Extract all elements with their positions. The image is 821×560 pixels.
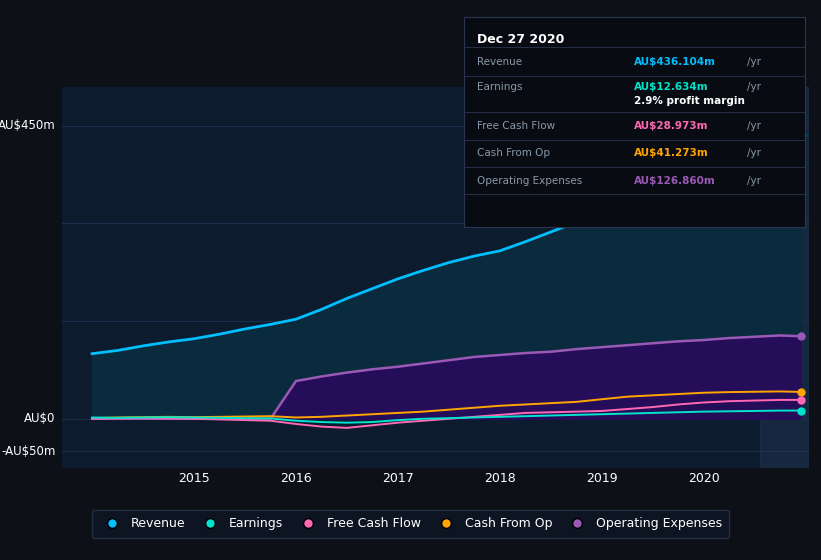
Text: Free Cash Flow: Free Cash Flow: [478, 121, 556, 131]
Legend: Revenue, Earnings, Free Cash Flow, Cash From Op, Operating Expenses: Revenue, Earnings, Free Cash Flow, Cash …: [92, 510, 729, 538]
Text: Cash From Op: Cash From Op: [478, 148, 551, 158]
Text: Operating Expenses: Operating Expenses: [478, 176, 583, 185]
Text: Revenue: Revenue: [478, 57, 523, 67]
Text: AU$28.973m: AU$28.973m: [635, 121, 709, 131]
Text: Dec 27 2020: Dec 27 2020: [478, 32, 565, 45]
Text: /yr: /yr: [746, 82, 761, 92]
Text: AU$41.273m: AU$41.273m: [635, 148, 709, 158]
Text: AU$450m: AU$450m: [0, 119, 56, 132]
Text: /yr: /yr: [746, 148, 761, 158]
Bar: [759, 87, 809, 468]
Text: Earnings: Earnings: [478, 82, 523, 92]
Text: /yr: /yr: [746, 57, 761, 67]
Text: 2.9% profit margin: 2.9% profit margin: [635, 96, 745, 106]
Text: AU$12.634m: AU$12.634m: [635, 82, 709, 92]
Text: /yr: /yr: [746, 121, 761, 131]
Text: -AU$50m: -AU$50m: [1, 445, 56, 458]
Text: AU$436.104m: AU$436.104m: [635, 57, 716, 67]
Text: /yr: /yr: [746, 176, 761, 185]
Text: AU$126.860m: AU$126.860m: [635, 176, 716, 185]
Text: AU$0: AU$0: [25, 412, 56, 425]
